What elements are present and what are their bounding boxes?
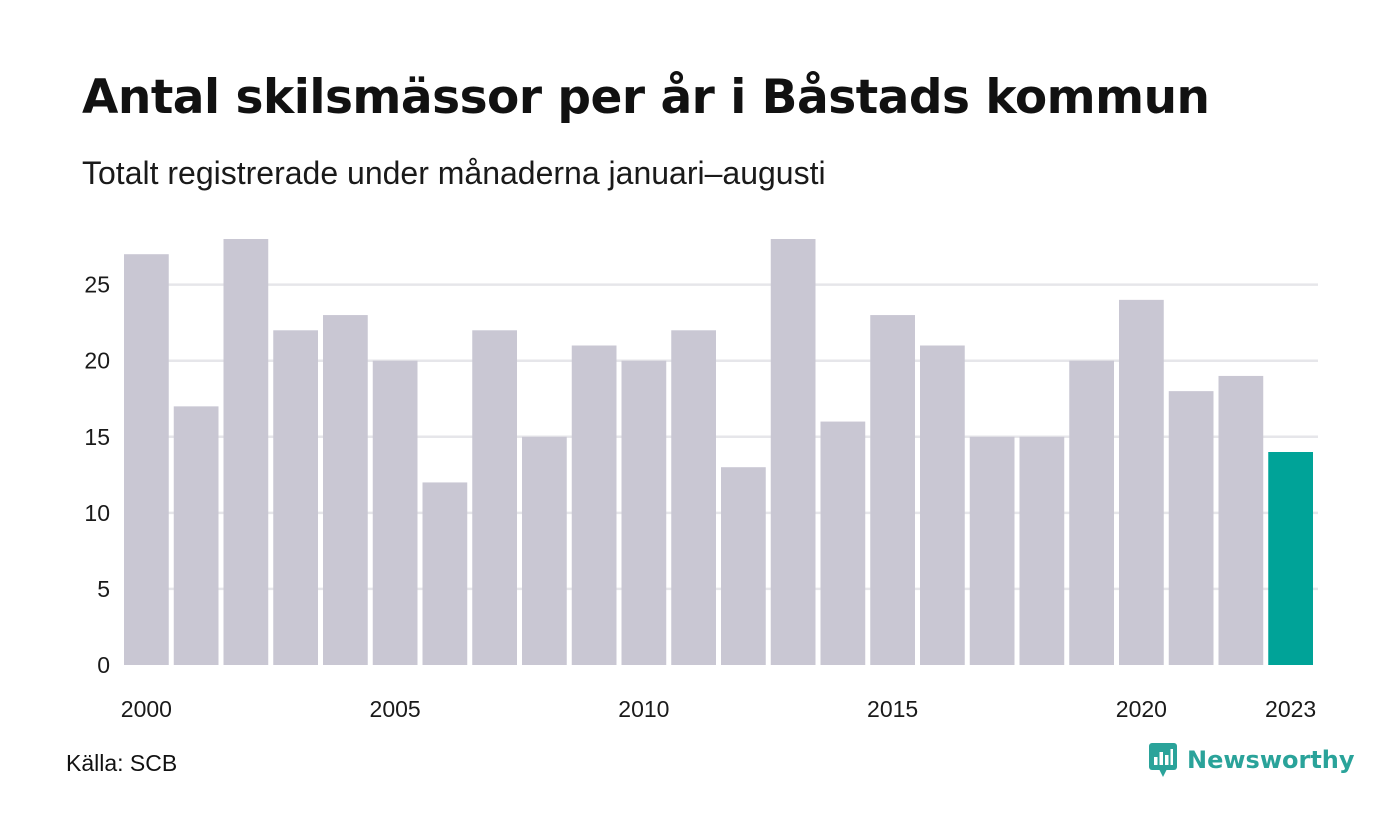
bar-2004 [323, 315, 368, 665]
bar-2003 [273, 330, 318, 665]
y-tick-label: 0 [97, 652, 110, 678]
bar-2020 [1119, 299, 1164, 665]
bar-2015 [870, 315, 915, 665]
chart-subtitle: Totalt registrerade under månaderna janu… [82, 155, 826, 191]
bar-2001 [173, 406, 219, 665]
x-tick-label: 2020 [1116, 696, 1167, 722]
x-tick-label: 2010 [618, 696, 669, 722]
y-tick-label: 25 [84, 272, 110, 298]
bar-2018 [1019, 436, 1065, 665]
bar-2021 [1168, 391, 1214, 665]
bars [124, 239, 1313, 665]
bar-2009 [571, 345, 617, 665]
x-tick-label: 2005 [370, 696, 421, 722]
bar-2000 [124, 254, 169, 665]
bar-2012 [721, 467, 766, 665]
bar-2005 [372, 360, 418, 665]
y-axis-ticks: 0 5 10 15 20 25 [84, 272, 110, 678]
x-axis-ticks: 2000 2005 2010 2015 2020 2023 [121, 696, 1316, 722]
bar-chart: 0 5 10 15 20 25 2000 2005 2010 2015 2020 2023 [84, 239, 1318, 722]
source-note: Källa: SCB [66, 750, 178, 776]
bar-2006 [422, 482, 468, 665]
x-tick-label: 2015 [867, 696, 918, 722]
y-tick-label: 20 [84, 348, 110, 374]
x-tick-label: 2000 [121, 696, 172, 722]
bar-2022 [1218, 375, 1264, 665]
x-tick-label: 2023 [1265, 696, 1316, 722]
bar-2002 [223, 239, 269, 665]
bar-2023 [1268, 452, 1313, 665]
bar-2016 [920, 345, 965, 665]
bar-2017 [969, 436, 1015, 665]
bar-2007 [472, 330, 517, 665]
y-tick-label: 15 [84, 424, 110, 450]
bar-2008 [522, 436, 567, 665]
chart-title: Antal skilsmässor per år i Båstads kommu… [82, 70, 1210, 125]
bar-2011 [671, 330, 716, 665]
bar-2010 [621, 360, 667, 665]
bar-2013 [770, 239, 816, 665]
y-tick-label: 10 [84, 500, 110, 526]
y-tick-label: 5 [97, 576, 110, 602]
bar-2019 [1069, 360, 1114, 665]
brand-logo: Newsworthy [1148, 742, 1355, 778]
brand-name: Newsworthy [1187, 746, 1355, 774]
newsworthy-logo-icon [1149, 743, 1177, 777]
bar-2014 [820, 421, 866, 665]
